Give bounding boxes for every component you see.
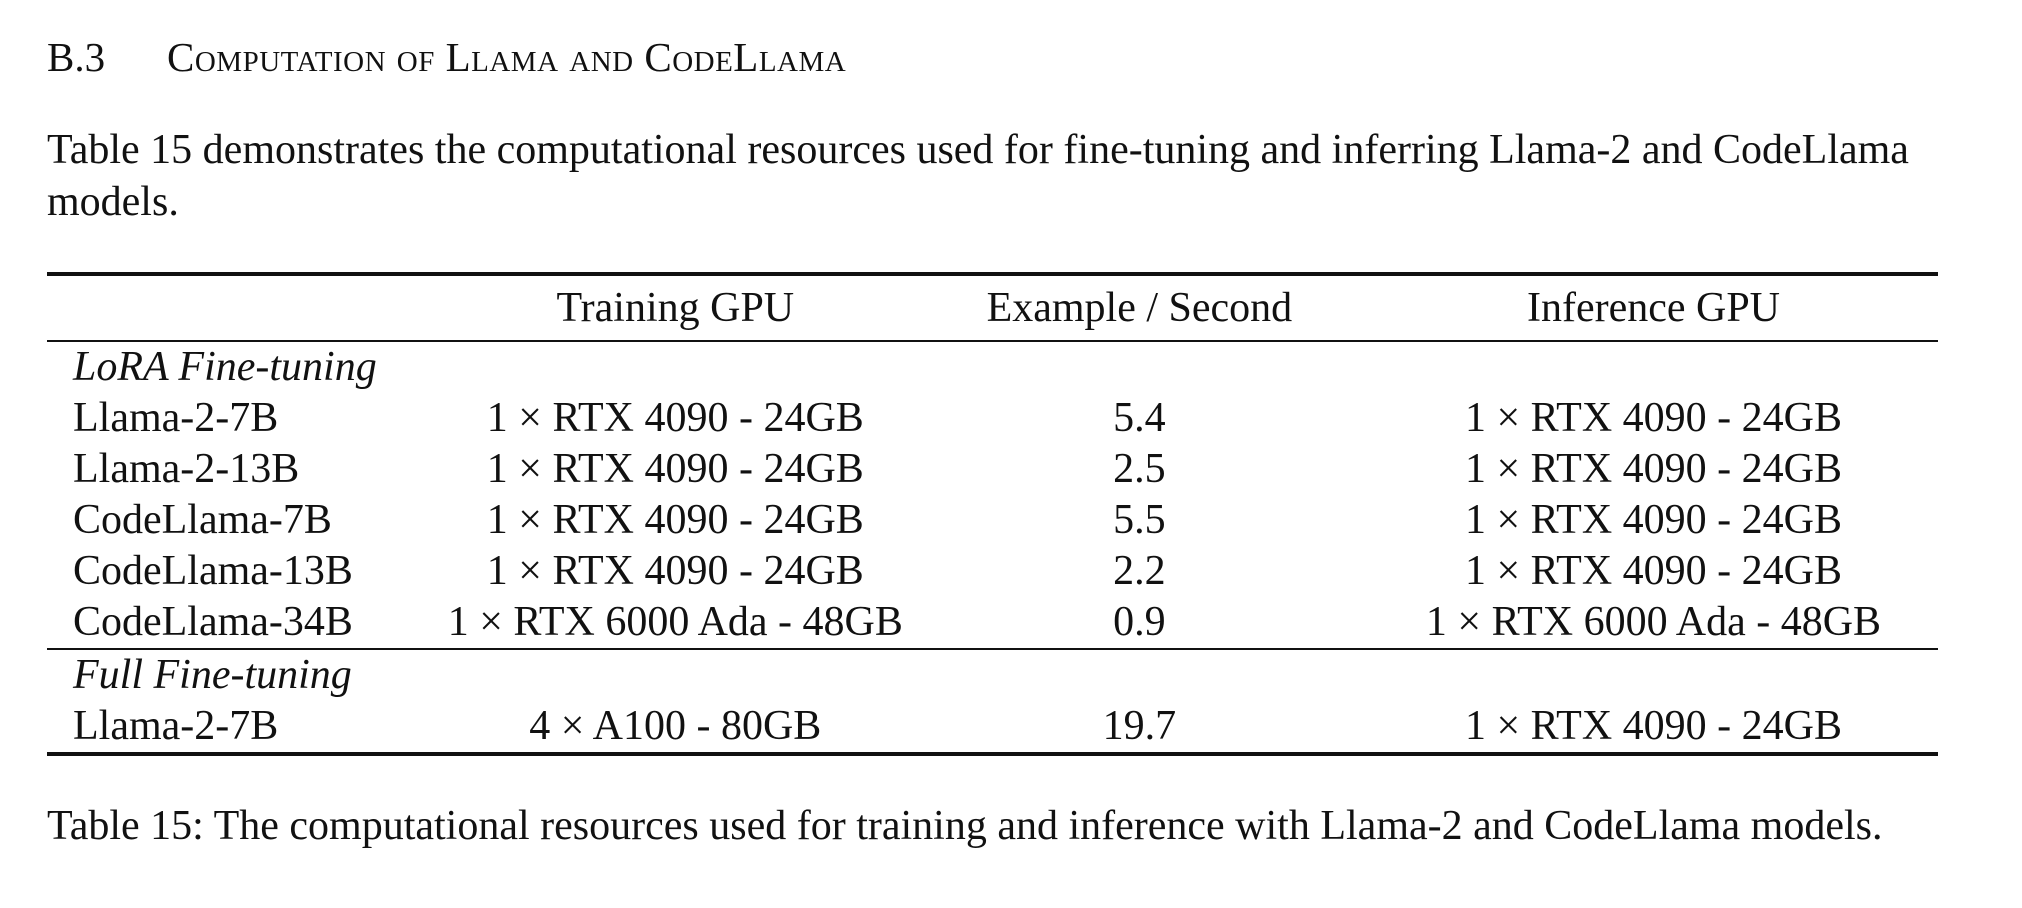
cell-example-per-second: 5.5	[1113, 497, 1166, 543]
header-cell-inference-gpu: Inference GPU	[1368, 272, 1938, 342]
cell-training-gpu: 1 × RTX 4090 - 24GB	[486, 548, 864, 594]
section-title: Computation of Llama and CodeLlama	[167, 34, 847, 80]
group-label-full: Full Fine-tuning	[73, 652, 352, 698]
cell-example-per-second: 19.7	[909, 701, 1369, 756]
header-cell-model	[47, 272, 441, 342]
cell-example-per-second: 5.4	[1113, 395, 1166, 441]
table-caption: Table 15: The computational resources us…	[47, 803, 1883, 849]
cell-model: CodeLlama-34B	[47, 597, 441, 650]
group-label-lora: LoRA Fine-tuning	[73, 344, 377, 390]
cell-training-gpu: 1 × RTX 4090 - 24GB	[486, 446, 864, 492]
cell-example-per-second: 2.2	[1113, 548, 1166, 594]
group-row-full: Full Fine-tuning	[47, 649, 1938, 701]
section-heading: B.3 Computation of Llama and CodeLlama	[47, 30, 846, 84]
cell-training-gpu: 1 × RTX 4090 - 24GB	[486, 395, 864, 441]
cell-model: Llama-2-7B	[47, 701, 441, 756]
cell-model: Llama-2-13B	[73, 446, 300, 492]
cell-example-per-second: 2.5	[1113, 446, 1166, 492]
table-row: Llama-2-7B 4 × A100 - 80GB 19.7 1 × RTX …	[47, 701, 1938, 756]
table-row: CodeLlama-34B 1 × RTX 6000 Ada - 48GB 0.…	[47, 597, 1938, 650]
cell-inference-gpu: 1 × RTX 4090 - 24GB	[1368, 701, 1938, 756]
cell-inference-gpu: 1 × RTX 6000 Ada - 48GB	[1368, 597, 1938, 650]
header-cell-example-per-second: Example / Second	[909, 272, 1369, 342]
table-row: Llama-2-7B 1 × RTX 4090 - 24GB 5.4 1 × R…	[47, 393, 1938, 444]
table-header-row: Training GPU Example / Second Inference …	[47, 272, 1938, 342]
cell-training-gpu: 1 × RTX 6000 Ada - 48GB	[440, 597, 910, 650]
cell-training-gpu: 1 × RTX 4090 - 24GB	[486, 497, 864, 543]
intro-paragraph: Table 15 demonstrates the computational …	[47, 127, 1909, 225]
header-cell-training-gpu: Training GPU	[440, 272, 910, 342]
table-row: Llama-2-13B 1 × RTX 4090 - 24GB 2.5 1 × …	[47, 444, 1938, 495]
table-row: CodeLlama-7B 1 × RTX 4090 - 24GB 5.5 1 ×…	[47, 495, 1938, 546]
cell-example-per-second: 0.9	[909, 597, 1369, 650]
cell-model: CodeLlama-7B	[73, 497, 332, 543]
cell-inference-gpu: 1 × RTX 4090 - 24GB	[1464, 395, 1842, 441]
cell-training-gpu: 4 × A100 - 80GB	[440, 701, 910, 756]
resources-table: Training GPU Example / Second Inference …	[47, 272, 1938, 756]
cell-inference-gpu: 1 × RTX 4090 - 24GB	[1464, 497, 1842, 543]
group-row-lora: LoRA Fine-tuning	[47, 341, 1938, 393]
cell-model: Llama-2-7B	[73, 395, 279, 441]
section-number: B.3	[47, 34, 106, 80]
cell-inference-gpu: 1 × RTX 4090 - 24GB	[1464, 446, 1842, 492]
table-row: CodeLlama-13B 1 × RTX 4090 - 24GB 2.2 1 …	[47, 546, 1938, 597]
cell-inference-gpu: 1 × RTX 4090 - 24GB	[1464, 548, 1842, 594]
cell-model: CodeLlama-13B	[73, 548, 353, 594]
